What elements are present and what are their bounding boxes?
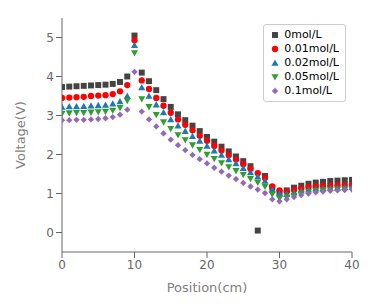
svg-text:4: 4 bbox=[46, 70, 54, 84]
svg-text:Position(cm): Position(cm) bbox=[167, 280, 248, 295]
svg-text:20: 20 bbox=[199, 258, 214, 272]
html-text:0mol/L: 0mol/L bbox=[284, 28, 322, 41]
svg-text:Voltage(V): Voltage(V) bbox=[13, 101, 28, 169]
svg-text:3: 3 bbox=[46, 109, 54, 123]
html-text:0.01mol/L: 0.01mol/L bbox=[284, 42, 339, 55]
svg-text:40: 40 bbox=[344, 258, 359, 272]
html-text:0.02mol/L: 0.02mol/L bbox=[284, 56, 339, 69]
svg-text:5: 5 bbox=[46, 31, 54, 45]
svg-text:1: 1 bbox=[46, 187, 54, 201]
svg-text:2: 2 bbox=[46, 148, 54, 162]
svg-text:0: 0 bbox=[46, 226, 54, 240]
svg-text:30: 30 bbox=[272, 258, 287, 272]
html-text:0.1mol/L: 0.1mol/L bbox=[284, 84, 332, 97]
html-text:0.05mol/L: 0.05mol/L bbox=[284, 70, 339, 83]
svg-text:0: 0 bbox=[58, 258, 66, 272]
svg-text:10: 10 bbox=[127, 258, 142, 272]
